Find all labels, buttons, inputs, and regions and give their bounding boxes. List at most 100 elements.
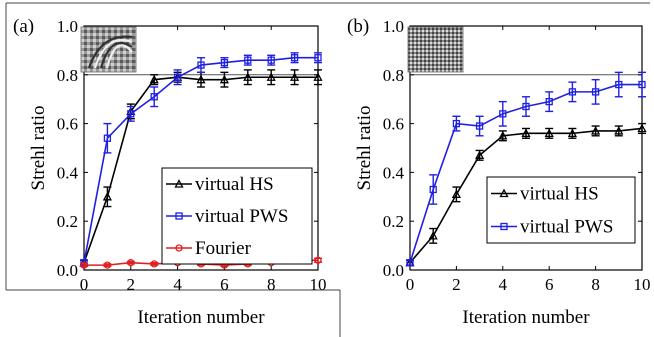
data-point [196,74,206,84]
x-tick-label: 10 [634,275,651,294]
data-point [173,73,182,81]
data-point [127,110,135,118]
legend-label: virtual PWS [520,217,613,238]
data-point [475,150,485,159]
inset-fringe [99,41,133,69]
x-tick-label: 10 [310,275,327,294]
plot-frame [409,25,643,271]
data-point [545,97,553,106]
y-tick-label: 0.8 [383,66,404,85]
data-point [451,189,461,199]
data-point [220,58,229,67]
legend: virtual HS virtual PWS Fourier [161,167,313,265]
plot-frame [83,25,319,271]
data-point [219,74,229,84]
inset-image [80,26,137,73]
series-virtual-pws [406,71,646,267]
data-point [591,88,600,96]
data-point [243,72,253,81]
data-point [103,261,112,269]
data-point [267,56,275,64]
legend-label: Fourier [195,238,252,259]
x-tick-label: 2 [452,275,461,294]
data-point [499,110,507,118]
data-point [429,185,437,194]
data-point [313,72,323,81]
y-tick-label: 0.8 [57,66,78,85]
data-point [314,54,322,62]
x-axis-label: Iteration number [137,307,265,328]
x-tick-label: 4 [173,275,182,294]
data-point [615,80,623,89]
data-point [103,134,112,142]
data-point [475,122,484,130]
data-point [498,130,508,140]
series-virtual-pws [80,52,322,267]
data-point [290,72,300,81]
data-point [244,56,252,64]
data-point [521,128,531,138]
y-tick-label: 0.2 [383,212,404,231]
panel-label: (a) [13,16,34,37]
data-point [452,119,461,128]
y-tick-label: 0.0 [57,261,78,280]
y-tick-label: 0.6 [57,115,78,134]
x-tick-label: 6 [545,275,554,294]
data-point [568,88,577,96]
x-tick-label: 4 [499,275,508,294]
inset-fringe [87,35,133,69]
y-tick-label: 0.2 [57,212,78,231]
data-point [314,256,322,264]
data-point [638,80,646,89]
legend: virtual HS virtual PWS [486,176,636,244]
panel-label: (b) [347,16,369,37]
y-tick-label: 0.4 [57,163,79,182]
data-point [406,259,414,267]
x-tick-label: 0 [406,275,415,294]
data-point [80,261,88,269]
legend-marker [500,222,508,231]
inset-speckle [407,26,464,73]
legend-label: virtual HS [520,184,599,205]
data-point [290,54,299,62]
legend-label: virtual PWS [195,206,288,227]
y-tick-label: 1.0 [57,17,78,36]
y-axis-label: Strehl ratio [354,106,375,191]
data-point [197,61,205,69]
x-tick-label: 6 [220,275,229,294]
legend-marker [174,179,184,188]
data-point [614,126,624,135]
data-point [637,123,647,133]
inset-image [407,26,464,73]
x-tick-label: 0 [80,275,89,294]
x-tick-label: 8 [267,275,276,294]
y-tick-label: 1.0 [383,17,404,36]
legend-box [486,176,636,244]
data-point [266,72,276,81]
y-axis-label: Strehl ratio [28,106,49,191]
x-axis-label: Iteration number [462,307,590,328]
y-tick-label: 0.6 [383,115,404,134]
data-point [522,102,530,111]
data-point [149,74,159,84]
data-point [428,230,438,240]
x-tick-label: 8 [591,275,600,294]
legend-marker [175,244,183,252]
y-tick-label: 0.0 [383,261,404,280]
data-point [567,128,577,138]
data-point [102,191,112,201]
inset-fringe [93,39,133,69]
y-tick-label: 0.4 [383,163,405,182]
inset-fringe [105,44,133,69]
panel-a: 0.0 0.2 0.4 0.6 0.8 1.0 0 2 4 6 8 10 Iteration numbe… [13,16,327,328]
data-point [150,93,158,101]
data-point [127,259,135,267]
data-point [591,126,601,135]
data-point [544,128,554,138]
legend-marker [499,188,509,198]
panel-b: 0.0 0.2 0.4 0.6 0.8 1.0 0 2 4 6 8 10 Iteration numbe… [347,16,651,328]
x-tick-label: 2 [127,275,136,294]
data-point [150,260,158,268]
series-virtual-hs [79,69,323,267]
